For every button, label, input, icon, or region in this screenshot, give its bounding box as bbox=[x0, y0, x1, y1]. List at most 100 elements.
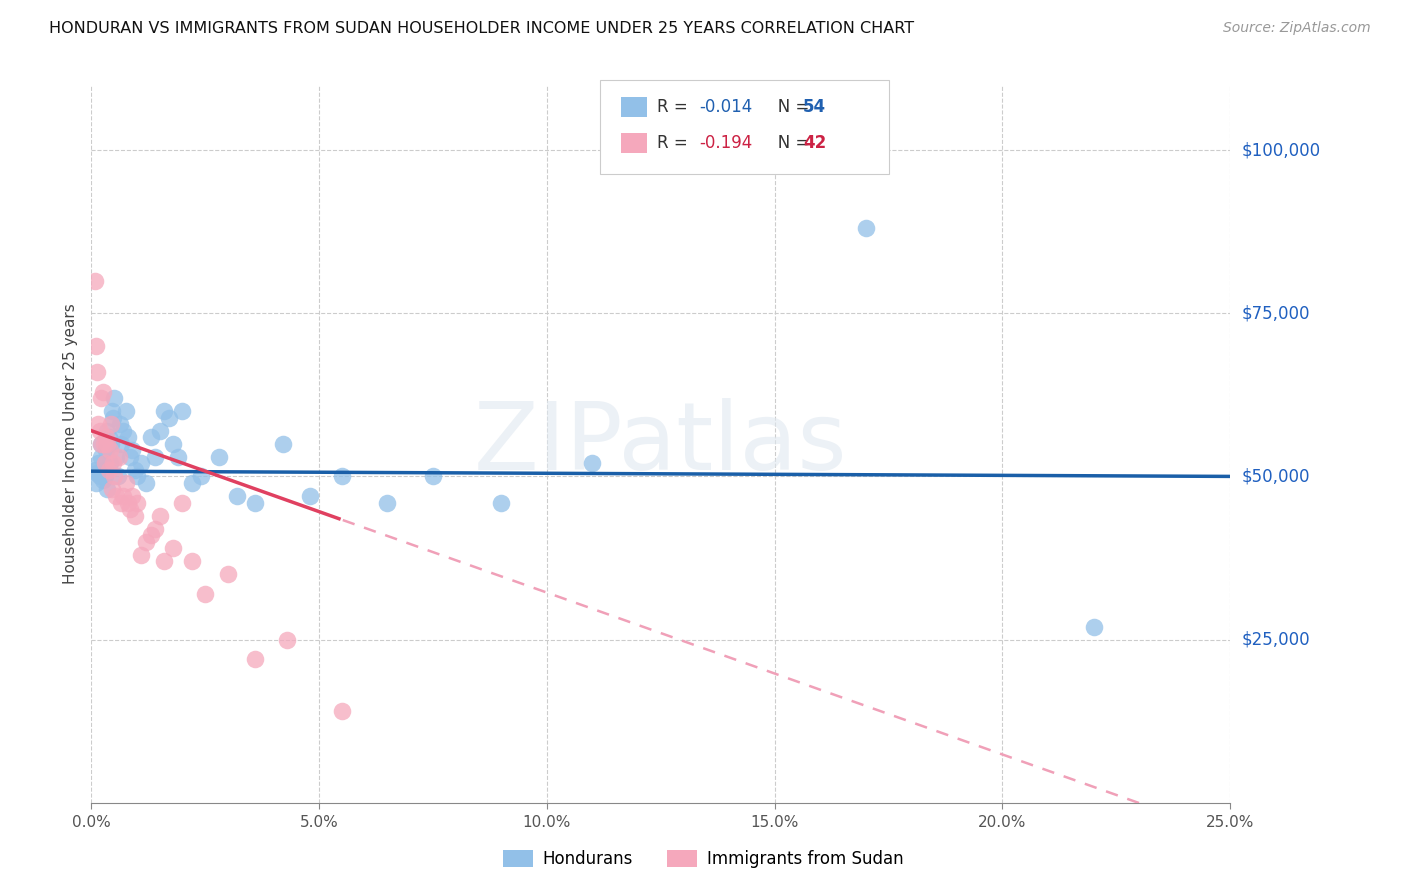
Point bbox=[581, 456, 603, 470]
Point bbox=[114, 404, 136, 418]
Point bbox=[190, 469, 212, 483]
Point bbox=[89, 436, 111, 450]
Point bbox=[172, 495, 194, 509]
Point bbox=[84, 463, 107, 477]
Point bbox=[124, 508, 146, 523]
Point bbox=[422, 469, 444, 483]
Point bbox=[121, 443, 143, 458]
Point bbox=[226, 489, 249, 503]
Point bbox=[105, 450, 128, 464]
Y-axis label: Householder Income Under 25 years: Householder Income Under 25 years bbox=[62, 303, 77, 584]
Point bbox=[139, 528, 162, 542]
Text: $50,000: $50,000 bbox=[1241, 467, 1310, 485]
Point bbox=[271, 436, 294, 450]
Point bbox=[107, 450, 129, 464]
Point bbox=[162, 541, 184, 556]
Point bbox=[94, 456, 117, 470]
Point bbox=[491, 495, 513, 509]
Point bbox=[110, 495, 132, 509]
Point bbox=[149, 508, 172, 523]
Point bbox=[90, 391, 112, 405]
Point bbox=[84, 475, 107, 490]
Point bbox=[89, 450, 111, 464]
Point bbox=[97, 430, 120, 444]
Point bbox=[276, 632, 298, 647]
Point bbox=[208, 450, 231, 464]
Point bbox=[96, 483, 118, 497]
Point bbox=[131, 456, 153, 470]
Point bbox=[124, 463, 146, 477]
Point bbox=[135, 475, 157, 490]
Point bbox=[98, 456, 121, 470]
Point bbox=[114, 475, 136, 490]
Point bbox=[135, 534, 157, 549]
Point bbox=[90, 436, 112, 450]
Point bbox=[94, 430, 117, 444]
Text: 54: 54 bbox=[803, 98, 825, 116]
Legend: Hondurans, Immigrants from Sudan: Hondurans, Immigrants from Sudan bbox=[496, 843, 910, 875]
Point bbox=[96, 424, 118, 438]
Point bbox=[108, 417, 131, 432]
Point bbox=[299, 489, 322, 503]
Text: $25,000: $25,000 bbox=[1241, 631, 1310, 648]
Point bbox=[139, 430, 162, 444]
Point bbox=[377, 495, 399, 509]
Point bbox=[101, 483, 124, 497]
Point bbox=[153, 554, 176, 568]
Point bbox=[120, 450, 142, 464]
Point bbox=[245, 495, 267, 509]
Text: N =: N = bbox=[762, 98, 814, 116]
Text: $100,000: $100,000 bbox=[1241, 141, 1320, 159]
Text: ZIPatlas: ZIPatlas bbox=[474, 398, 848, 490]
Point bbox=[131, 548, 153, 562]
Text: -0.014: -0.014 bbox=[699, 98, 752, 116]
Point bbox=[117, 430, 139, 444]
Point bbox=[110, 436, 132, 450]
Point bbox=[98, 443, 121, 458]
Point bbox=[89, 424, 111, 438]
Point bbox=[153, 404, 176, 418]
Point bbox=[180, 554, 202, 568]
Text: 42: 42 bbox=[803, 134, 827, 152]
Text: R =: R = bbox=[657, 134, 693, 152]
Point bbox=[93, 463, 115, 477]
Point bbox=[96, 436, 118, 450]
Point bbox=[125, 469, 148, 483]
Point bbox=[121, 489, 143, 503]
Text: HONDURAN VS IMMIGRANTS FROM SUDAN HOUSEHOLDER INCOME UNDER 25 YEARS CORRELATION : HONDURAN VS IMMIGRANTS FROM SUDAN HOUSEH… bbox=[49, 21, 914, 37]
Point bbox=[91, 384, 114, 399]
Point bbox=[103, 456, 125, 470]
Point bbox=[87, 417, 110, 432]
Point bbox=[157, 410, 180, 425]
Point bbox=[94, 469, 117, 483]
Point bbox=[112, 489, 135, 503]
Point bbox=[330, 469, 353, 483]
Point bbox=[143, 522, 166, 536]
Point bbox=[103, 410, 125, 425]
Point bbox=[120, 502, 142, 516]
Point bbox=[87, 456, 110, 470]
Text: Source: ZipAtlas.com: Source: ZipAtlas.com bbox=[1223, 21, 1371, 36]
Point bbox=[103, 469, 125, 483]
Point bbox=[91, 473, 114, 487]
Text: R =: R = bbox=[657, 98, 693, 116]
Point bbox=[172, 404, 194, 418]
Point bbox=[162, 436, 184, 450]
Text: $75,000: $75,000 bbox=[1241, 304, 1310, 322]
Point bbox=[149, 424, 172, 438]
Point bbox=[112, 424, 135, 438]
Point bbox=[105, 489, 128, 503]
Point bbox=[93, 436, 115, 450]
Point bbox=[180, 475, 202, 490]
Point bbox=[167, 450, 190, 464]
Point bbox=[117, 495, 139, 509]
Point bbox=[125, 495, 148, 509]
Point bbox=[245, 652, 267, 666]
Point bbox=[194, 587, 217, 601]
Point bbox=[217, 567, 239, 582]
Text: -0.194: -0.194 bbox=[699, 134, 752, 152]
Text: N =: N = bbox=[762, 134, 814, 152]
Point bbox=[94, 443, 117, 458]
Point bbox=[84, 274, 107, 288]
Point bbox=[84, 339, 107, 353]
